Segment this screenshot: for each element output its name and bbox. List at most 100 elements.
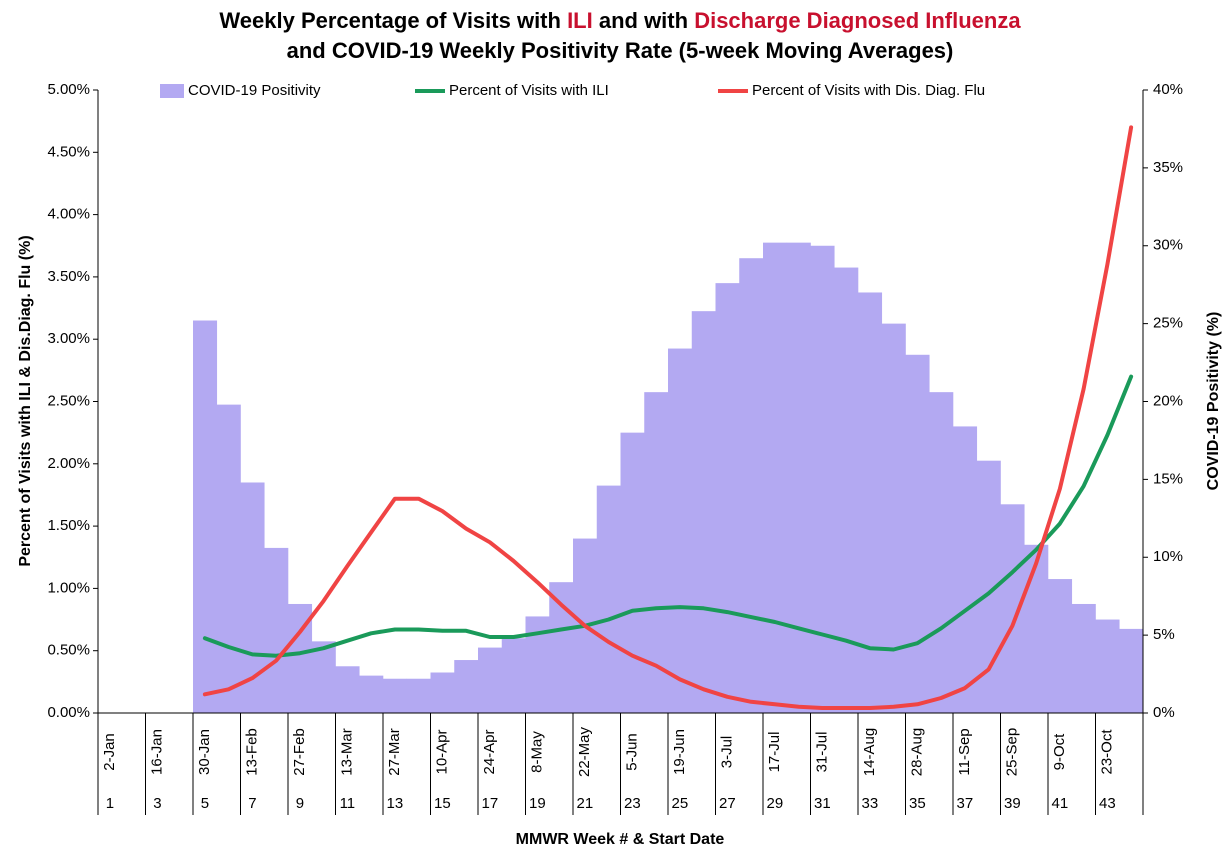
bar	[1119, 628, 1144, 713]
week-number: 31	[814, 795, 831, 812]
x-tick-label: 2-Jan	[101, 733, 118, 771]
x-tick-label: 3-Jul	[718, 736, 735, 769]
bar	[881, 323, 906, 713]
week-number: 33	[862, 795, 879, 812]
bar	[905, 354, 930, 713]
bar	[549, 582, 574, 713]
chart-title: Weekly Percentage of Visits with ILI and…	[219, 8, 1021, 33]
week-number: 39	[1004, 795, 1021, 812]
bar	[1048, 579, 1073, 713]
y2-tick-label: 15%	[1153, 470, 1183, 487]
y2-tick-label: 30%	[1153, 237, 1183, 254]
y2-tick-label: 35%	[1153, 159, 1183, 176]
y2-tick-label: 10%	[1153, 548, 1183, 565]
week-number: 27	[719, 795, 736, 812]
y-tick-label: 1.50%	[47, 517, 90, 534]
x-tick-label: 16-Jan	[148, 729, 165, 775]
bar	[858, 292, 883, 713]
bar	[335, 666, 360, 713]
x-tick-label: 24-Apr	[481, 729, 498, 774]
x-tick-label: 9-Oct	[1051, 733, 1068, 771]
chart-title: and COVID-19 Weekly Positivity Rate (5-w…	[287, 38, 954, 63]
week-number: 13	[387, 795, 404, 812]
bar	[763, 242, 788, 713]
week-number: 41	[1052, 795, 1069, 812]
bar	[810, 245, 835, 713]
bar	[478, 647, 503, 713]
week-number: 29	[767, 795, 784, 812]
week-number: 5	[201, 795, 209, 812]
y-tick-label: 3.00%	[47, 330, 90, 347]
week-number: 25	[672, 795, 689, 812]
x-tick-label: 17-Jul	[766, 732, 783, 773]
y-tick-label: 1.00%	[47, 579, 90, 596]
week-number: 3	[153, 795, 161, 812]
legend-label: Percent of Visits with Dis. Diag. Flu	[752, 82, 985, 99]
title-part: and COVID-19 Weekly Positivity Rate (5-w…	[287, 38, 954, 63]
title-part: ILI	[567, 8, 593, 33]
line	[202, 374, 1134, 658]
bar	[454, 660, 479, 713]
bar	[359, 675, 384, 713]
bar	[620, 432, 645, 713]
x-tick-label: 31-Jul	[813, 732, 830, 773]
x-tick-label: 13-Mar	[338, 728, 355, 776]
x-tick-label: 13-Feb	[243, 728, 260, 776]
week-number: 43	[1099, 795, 1116, 812]
y-tick-label: 5.00%	[47, 81, 90, 98]
week-number: 11	[340, 795, 356, 812]
y-tick-label: 0.50%	[47, 642, 90, 659]
x-tick-label: 10-Apr	[433, 729, 450, 774]
bar	[430, 672, 455, 713]
bar	[644, 392, 669, 713]
week-number: 7	[248, 795, 256, 812]
title-part: Weekly Percentage of Visits with	[219, 8, 567, 33]
line	[202, 125, 1134, 710]
bar	[1071, 603, 1096, 713]
bar	[929, 392, 954, 713]
bar	[406, 678, 431, 713]
y-tick-label: 2.50%	[47, 392, 90, 409]
bar	[1024, 544, 1049, 713]
week-number: 1	[106, 795, 114, 812]
legend-label: Percent of Visits with ILI	[449, 82, 609, 99]
week-number: 21	[577, 795, 594, 812]
x-tick-label: 25-Sep	[1003, 728, 1020, 776]
title-part: and with	[593, 8, 694, 33]
x-tick-label: 14-Aug	[861, 728, 878, 776]
bar	[264, 547, 289, 713]
week-number: 35	[909, 795, 926, 812]
title-part: Discharge Diagnosed Influenza	[694, 8, 1021, 33]
bar	[739, 258, 764, 713]
x-tick-label: 27-Feb	[291, 728, 308, 776]
bar	[311, 641, 336, 713]
bar	[216, 404, 241, 713]
y2-tick-label: 20%	[1153, 392, 1183, 409]
y2-axis-label: COVID-19 Positivity (%)	[1205, 312, 1222, 491]
y-tick-label: 4.00%	[47, 206, 90, 223]
bar	[715, 283, 740, 713]
x-tick-label: 28-Aug	[908, 728, 925, 776]
x-axis-label: MMWR Week # & Start Date	[516, 831, 725, 848]
legend-swatch	[160, 84, 184, 98]
bar	[596, 485, 621, 713]
bar	[193, 320, 218, 713]
y-axis-label: Percent of Visits with ILI & Dis.Diag. F…	[17, 235, 34, 566]
bar	[834, 267, 859, 713]
y-tick-label: 4.50%	[47, 143, 90, 160]
x-tick-label: 19-Jun	[671, 729, 688, 775]
y2-tick-label: 40%	[1153, 81, 1183, 98]
y-tick-label: 2.00%	[47, 455, 90, 472]
y2-tick-label: 25%	[1153, 315, 1183, 332]
x-tick-label: 8-May	[528, 731, 545, 773]
week-number: 9	[296, 795, 304, 812]
y-tick-label: 0.00%	[47, 704, 90, 721]
legend-label: COVID-19 Positivity	[188, 82, 321, 99]
y2-tick-label: 0%	[1153, 704, 1175, 721]
week-number: 19	[529, 795, 546, 812]
week-number: 37	[957, 795, 974, 812]
bar	[501, 638, 526, 713]
x-tick-label: 23-Oct	[1098, 729, 1115, 775]
y2-tick-label: 5%	[1153, 626, 1175, 643]
